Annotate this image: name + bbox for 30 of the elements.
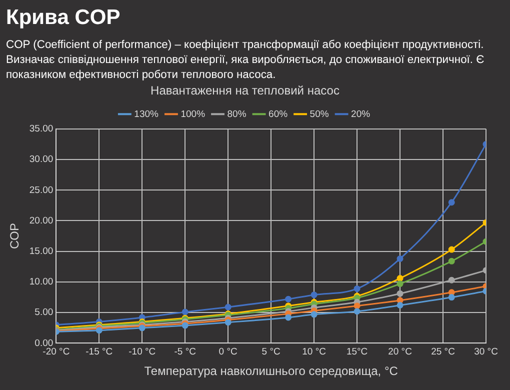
chart-title: Крива COP bbox=[5, 5, 122, 30]
x-tick-label: 20 °C bbox=[388, 346, 412, 358]
x-tick-label: 25 °C bbox=[431, 346, 456, 358]
x-tick-label: 0 °C bbox=[218, 346, 238, 358]
x-tick-label: 5 °C bbox=[262, 346, 281, 358]
y-tick-label: 15.00 bbox=[29, 246, 54, 257]
x-tick-label: 10 °C bbox=[302, 346, 326, 358]
y-tick-label: 10.00 bbox=[29, 276, 54, 288]
x-tick-label: -15 °C bbox=[86, 346, 113, 358]
x-tick-label: -5 °C bbox=[174, 346, 196, 358]
y-tick-label: 20.00 bbox=[29, 215, 54, 226]
legend-label: 50% bbox=[310, 108, 330, 120]
x-tick-label: 15°C bbox=[346, 346, 368, 358]
y-tick-label: 5.00 bbox=[34, 307, 54, 318]
chart-subtitle: COP (Coefficient of performance) – коефіцієнт трансформації або коефіцієнт продуктивності. Визначає співвідношення теплової енергії, яка виробляється, до споживаної електричної. Є показником ефективності роботи теплового насоса. bbox=[6, 38, 486, 83]
x-tick-label: -20 °C bbox=[42, 346, 70, 358]
legend-label: 60% bbox=[268, 108, 288, 120]
y-tick-label: 30.00 bbox=[29, 154, 54, 166]
x-axis-title: Температура навколишнього середовища, °C bbox=[144, 364, 398, 378]
legend-label: 20% bbox=[351, 108, 371, 120]
x-tick-label: -10 °C bbox=[128, 346, 156, 358]
y-tick-label: 35.00 bbox=[29, 124, 54, 135]
legend-label: 80% bbox=[227, 108, 247, 120]
x-tick-label: 30 °C bbox=[474, 346, 498, 358]
legend-title: Навантаження на тепловий насос bbox=[150, 83, 340, 98]
y-tick-label: 0.00 bbox=[34, 338, 54, 349]
y-axis-title: COP bbox=[8, 223, 22, 250]
legend-label: 100% bbox=[180, 108, 206, 120]
legend-label: 130% bbox=[134, 108, 160, 120]
y-tick-label: 25.00 bbox=[29, 184, 54, 196]
